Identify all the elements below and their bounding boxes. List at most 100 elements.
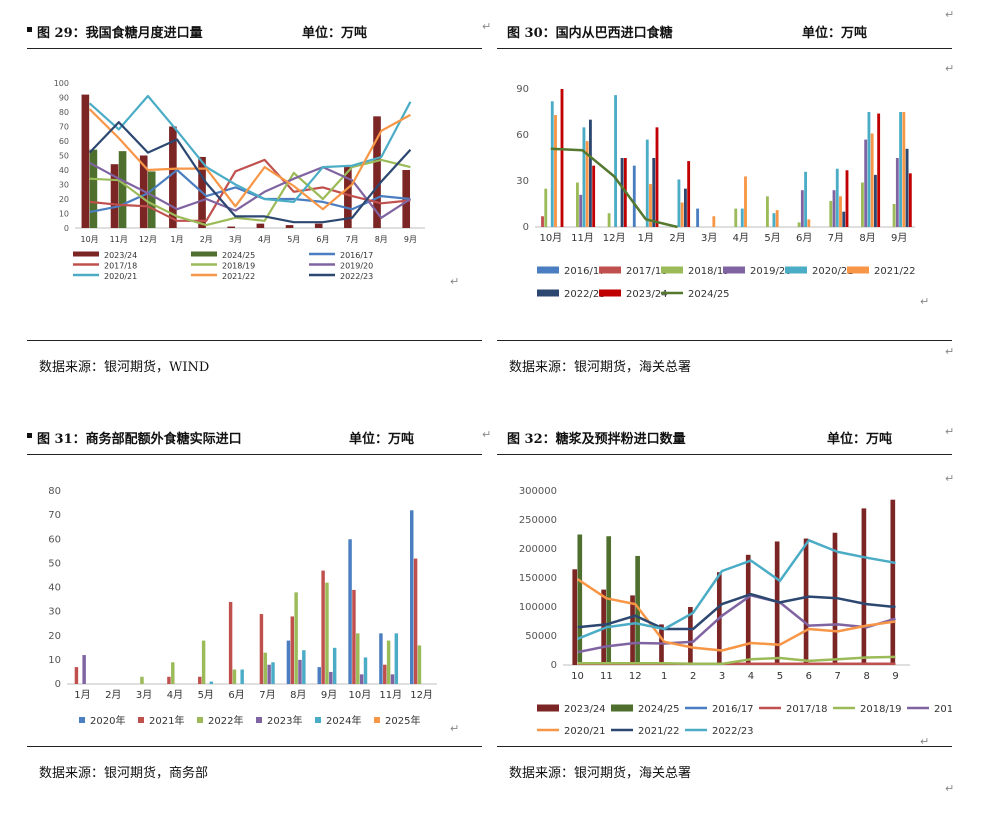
x-tick-label: 3月 xyxy=(136,689,152,701)
series-line xyxy=(89,158,411,222)
x-tick-label: 4月 xyxy=(167,689,183,701)
bar xyxy=(804,171,808,227)
source-row: 数据来源：银河期货，海关总署 xyxy=(497,340,952,389)
bar xyxy=(298,659,302,684)
bar xyxy=(585,141,589,227)
series-line xyxy=(577,539,896,641)
return-mark-icon: ↵ xyxy=(482,20,492,33)
y-tick-label: 30 xyxy=(48,607,61,618)
y-tick-label: 70 xyxy=(48,510,61,521)
x-tick-label: 1月 xyxy=(74,689,90,701)
legend-label: 2020/21 xyxy=(812,266,854,277)
bar xyxy=(905,148,909,227)
panel-header: 图 30：国内从巴西进口食糖 单位：万吨 xyxy=(497,10,952,49)
return-mark-icon: ↵ xyxy=(945,782,955,795)
bar xyxy=(842,211,846,227)
y-tick-label: 0 xyxy=(523,222,529,233)
x-tick-label: 1 xyxy=(661,671,667,682)
bar xyxy=(171,662,175,684)
y-tick-label: 50 xyxy=(59,152,69,161)
legend-swatch xyxy=(847,266,869,274)
bar xyxy=(775,210,779,227)
bar xyxy=(348,539,352,684)
bar xyxy=(363,657,368,684)
bar xyxy=(870,133,874,227)
legend-label: 2018/19 xyxy=(688,266,730,277)
bar xyxy=(541,216,544,227)
x-tick-label: 10月 xyxy=(539,232,562,244)
y-tick-label: 0 xyxy=(551,660,557,671)
bar xyxy=(147,171,156,228)
x-tick-label: 2月 xyxy=(669,232,685,244)
bar xyxy=(302,650,306,684)
bar xyxy=(118,151,127,228)
bar xyxy=(379,633,383,684)
bar xyxy=(325,582,329,684)
legend-swatch xyxy=(537,266,559,274)
y-tick-label: 90 xyxy=(516,84,529,95)
bar xyxy=(582,127,586,227)
x-tick-label: 7月 xyxy=(346,235,359,244)
x-tick-label: 11月 xyxy=(110,235,128,244)
x-tick-label: 8月 xyxy=(859,232,875,244)
bar xyxy=(271,662,275,684)
panel-sugar-monthly-import: 图 29：我国食糖月度进口量 单位：万吨 0 10 20 30 40 50 60 70 80 90… xyxy=(27,10,482,390)
y-tick-label: 90 xyxy=(59,94,69,103)
bar xyxy=(232,669,237,684)
bar xyxy=(140,676,144,684)
legend-swatch xyxy=(79,717,85,723)
bar xyxy=(198,676,202,684)
bar xyxy=(696,208,700,227)
bar xyxy=(228,601,233,684)
series-line xyxy=(577,655,896,666)
source-row: 数据来源：银河期货，商务部 xyxy=(27,746,482,795)
bar xyxy=(550,101,554,227)
bar xyxy=(867,112,871,227)
x-tick-label: 6月 xyxy=(228,689,244,701)
legend-label: 2020/21 xyxy=(564,726,606,737)
bar xyxy=(394,633,399,684)
bar xyxy=(774,541,780,665)
source-row: 数据来源：银河期货，海关总署 xyxy=(497,746,952,795)
panel-brazil-import: 图 30：国内从巴西进口食糖 单位：万吨 0 30 60 90 10月 11月 12月 1月 2… xyxy=(497,10,952,390)
x-tick-label: 5月 xyxy=(198,689,214,701)
legend-swatch xyxy=(138,717,144,723)
legend-label: 2025年 xyxy=(385,714,420,727)
x-tick-label: 9月 xyxy=(321,689,337,701)
bar xyxy=(201,640,206,684)
bar xyxy=(861,182,864,227)
bar xyxy=(839,196,842,227)
bar xyxy=(892,204,896,227)
chart-title: 图 29：我国食糖月度进口量 xyxy=(37,26,203,41)
bar xyxy=(683,188,687,227)
bar xyxy=(383,664,387,684)
y-tick-label: 60 xyxy=(59,137,69,146)
legend-label: 2023/24 xyxy=(564,704,606,715)
bar xyxy=(861,508,867,665)
bar xyxy=(800,190,804,227)
x-tick-label: 11月 xyxy=(571,232,594,244)
panel-extra-quota-import: 图 31：商务部配额外食糖实际进口 单位：万吨 0 10 20 30 40 50 60 70 8… xyxy=(27,416,482,796)
chart-title: 图 30：国内从巴西进口食糖 xyxy=(507,26,673,41)
bar xyxy=(329,671,333,684)
bar xyxy=(321,570,325,684)
bar xyxy=(632,165,636,227)
bar xyxy=(227,226,236,228)
legend-label: 2018/19 xyxy=(222,262,255,271)
series-line xyxy=(550,147,678,229)
x-tick-label: 10月 xyxy=(80,235,98,244)
bar xyxy=(797,222,801,227)
y-tick-label: 30 xyxy=(516,176,529,187)
bar xyxy=(807,219,811,227)
bar xyxy=(74,667,79,684)
x-tick-label: 2月 xyxy=(200,235,213,244)
y-tick-label: 0 xyxy=(55,679,61,690)
bar xyxy=(344,167,352,228)
panel-header: 图 31：商务部配额外食糖实际进口 单位：万吨 xyxy=(27,416,482,455)
legend-swatch xyxy=(73,251,99,257)
legend-label: 2024/25 xyxy=(222,251,255,260)
bar xyxy=(560,89,564,227)
bar xyxy=(873,174,877,227)
x-tick-label: 12月 xyxy=(603,232,626,244)
bar xyxy=(82,655,86,684)
